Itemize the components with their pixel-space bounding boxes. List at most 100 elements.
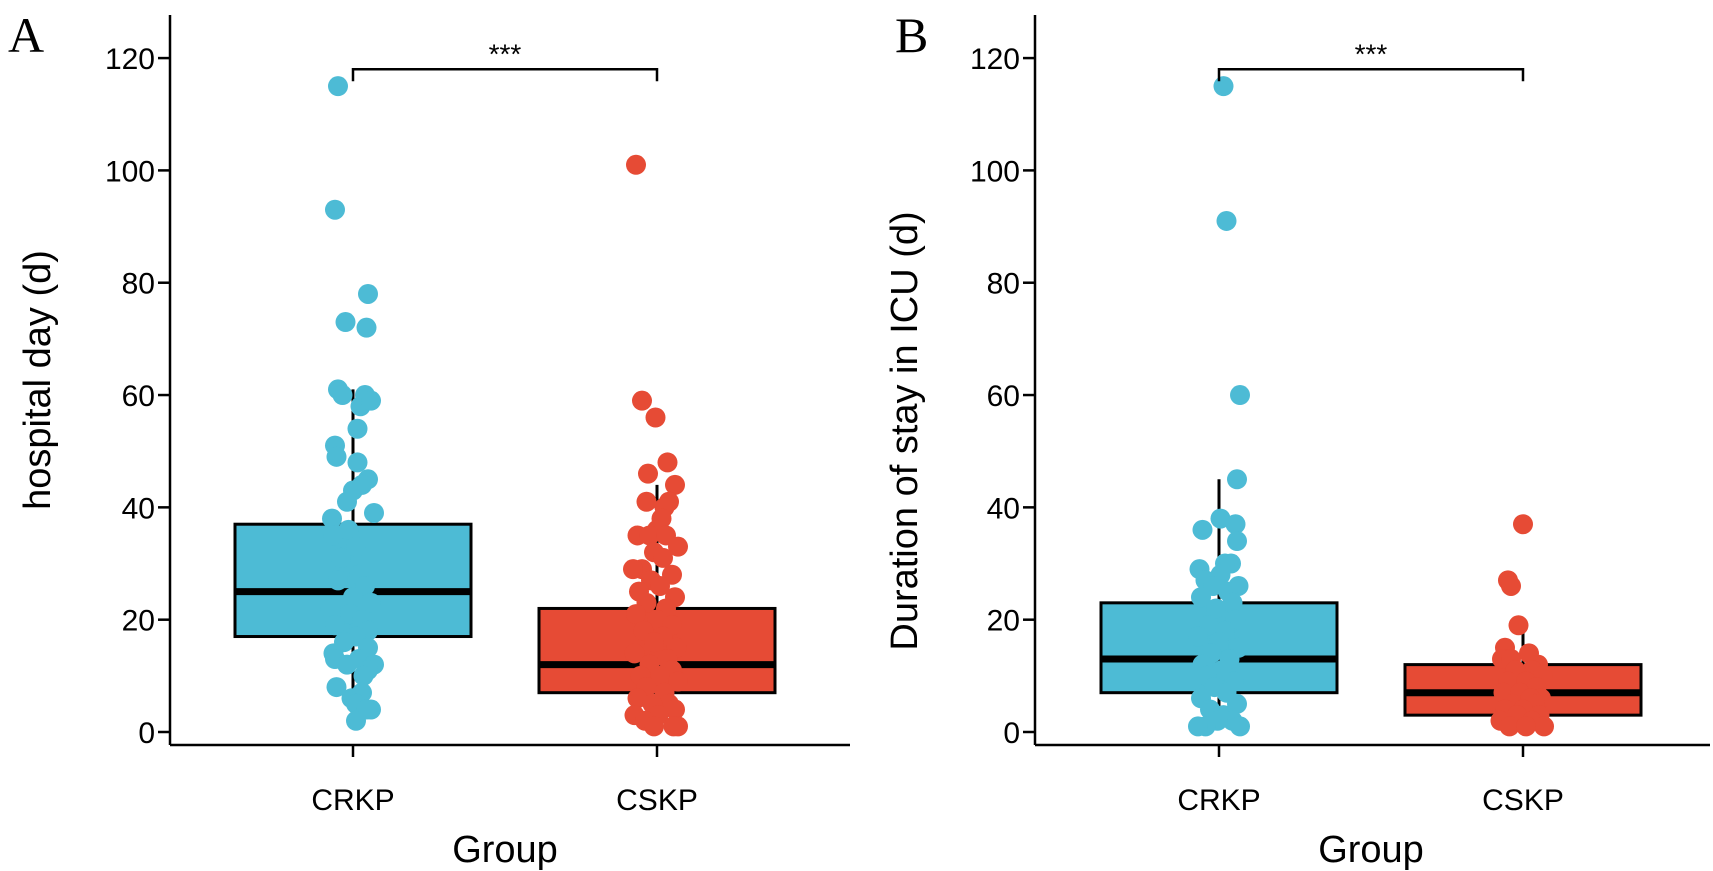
panel-a-cskp-data-point — [663, 716, 684, 737]
panel-b-y-axis-title: Duration of stay in ICU (d) — [884, 211, 926, 650]
panel-b-crkp-data-point — [1192, 519, 1213, 540]
panel-b-crkp-data-point — [1188, 716, 1208, 737]
panel-b-y-tick-label: 60 — [987, 380, 1020, 413]
panel-a-crkp-data-point — [338, 519, 359, 540]
panel-a-crkp-data-point — [325, 615, 345, 636]
panel-a-crkp-data-point — [364, 502, 384, 523]
panel-a-cskp-data-point — [623, 559, 643, 580]
panel-a-y-tick-label: 100 — [105, 155, 155, 188]
panel-b-crkp-data-point — [1230, 716, 1250, 737]
panel-b-crkp-data-point — [1227, 531, 1247, 552]
panel-a-x-tick-crkp: CRKP — [311, 784, 394, 817]
panel-a-crkp-data-point — [356, 317, 377, 338]
panel-a-y-tick-label: 0 — [138, 717, 155, 750]
panel-b-cskp-data-point — [1501, 575, 1521, 596]
panel-b: B Duration of stay in ICU (d) Group CRKP… — [884, 7, 1710, 871]
panel-a: A hospital day (d) Group CRKP CSKP *** 0… — [8, 7, 850, 871]
panel-a-cskp-data-point — [647, 609, 667, 630]
panel-b-x-tick-crkp: CRKP — [1177, 784, 1260, 817]
panel-b-crkp-data-point — [1222, 592, 1243, 613]
panel-b-y-tick-label: 80 — [987, 268, 1020, 301]
panel-b-cskp-data-point — [1499, 716, 1520, 737]
panel-b-crkp-data-point — [1227, 469, 1247, 490]
panel-a-cskp-data-point — [636, 491, 657, 512]
panel-b-y-tick-label: 20 — [987, 605, 1020, 638]
panel-a-crkp-data-point — [323, 525, 344, 546]
panel-a-cskp-data-point — [644, 716, 664, 737]
panel-a-crkp-data-point — [352, 474, 372, 495]
panel-b-crkp-data-point — [1230, 385, 1250, 406]
panel-a-crkp-data-point — [347, 452, 368, 473]
panel-a-cskp-data-point — [650, 665, 670, 686]
panel-a-x-axis-title: Group — [452, 829, 558, 871]
panel-a-y-tick-label: 80 — [122, 268, 155, 301]
panel-a-cskp-data-point — [638, 463, 658, 484]
panel-b-crkp-data-point — [1206, 598, 1226, 619]
panel-b-y-tick-label: 120 — [970, 43, 1020, 76]
panel-a-crkp-data-point — [320, 598, 341, 619]
panel-b-significance-bracket — [1217, 68, 1525, 82]
panel-b-cskp-data-point — [1513, 514, 1533, 535]
panel-a-cskp-data-point — [665, 699, 685, 720]
panel-a-significance-label: *** — [489, 38, 522, 69]
panel-b-letter: B — [895, 7, 928, 63]
panel-a-cskp-data-point — [626, 604, 646, 625]
panel-a-crkp-data-point — [353, 665, 374, 686]
panel-a-crkp-data-point — [326, 677, 347, 698]
panel-a-crkp-data-point — [337, 654, 357, 675]
panel-b-x-tick-cskp: CSKP — [1482, 784, 1564, 817]
panel-b-cskp-data-point — [1516, 716, 1536, 737]
panel-a-crkp-data-point — [337, 491, 357, 512]
panel-b-y-tick-label: 0 — [1003, 717, 1020, 750]
panel-a-crkp-data-point — [326, 446, 347, 467]
panel-a-y-tick-label: 60 — [122, 380, 155, 413]
panel-a-crkp-data-point — [343, 587, 363, 608]
panel-a-cskp-data-point — [668, 536, 688, 557]
panel-a-cskp-data-point — [626, 154, 646, 175]
panel-a-cskp-data-point — [665, 474, 685, 495]
panel-a-cskp-data-point — [645, 407, 666, 428]
panel-a-y-tick-label: 120 — [105, 43, 155, 76]
panel-a-cskp-data-point — [632, 390, 652, 411]
panel-a-crkp-data-point — [325, 199, 345, 220]
panel-a-crkp-data-point — [358, 283, 378, 304]
panel-a-crkp-data-point — [335, 312, 356, 333]
panel-a-crkp-data-point — [346, 710, 366, 731]
panel-a-crkp-data-point — [361, 592, 381, 613]
panel-a-significance-bracket — [351, 68, 659, 82]
panel-b-significance-label: *** — [1355, 38, 1388, 69]
panel-a-crkp-data-point — [346, 536, 366, 557]
panel-b-crkp-data-point — [1216, 210, 1237, 231]
panel-b-crkp-data-point — [1191, 587, 1211, 608]
panel-a-crkp-data-point — [332, 385, 353, 406]
panel-b-x-axis-title: Group — [1318, 829, 1424, 871]
panel-b-y-tick-label: 100 — [970, 155, 1020, 188]
panel-b-crkp-data-point — [1213, 76, 1234, 97]
panel-b-cskp-data-point — [1534, 716, 1554, 737]
panel-a-crkp-data-point — [361, 390, 381, 411]
panel-a-cskp-data-point — [653, 547, 673, 568]
panel-b-crkp-data-point — [1188, 626, 1208, 647]
panel-a-crkp-data-point — [322, 508, 342, 529]
panel-b-crkp-data-point — [1225, 514, 1246, 535]
panel-a-letter: A — [8, 7, 44, 63]
panel-a-cskp-data-point — [644, 632, 664, 653]
panel-a-cskp-data-point — [639, 525, 660, 546]
panel-b-y-tick-label: 40 — [987, 492, 1020, 525]
panel-a-cskp-data-point — [624, 643, 645, 664]
panel-b-crkp-data-point — [1210, 508, 1231, 529]
panel-a-y-tick-label: 20 — [122, 605, 155, 638]
panel-a-crkp-data-point — [328, 76, 348, 97]
panel-a-crkp-data-point — [328, 570, 348, 591]
panel-a-y-tick-label: 40 — [122, 492, 155, 525]
panel-a-y-axis-title: hospital day (d) — [17, 250, 59, 510]
panel-a-x-tick-cskp: CSKP — [616, 784, 698, 817]
panel-b-crkp-data-point — [1227, 693, 1247, 714]
panel-a-cskp-data-point — [657, 452, 678, 473]
panel-a-crkp-data-point — [331, 547, 351, 568]
panel-b-cskp-data-point — [1508, 615, 1529, 636]
panel-a-cskp-data-point — [668, 671, 688, 692]
panel-a-crkp-data-point — [347, 418, 368, 439]
panel-a-cskp-data-point — [650, 575, 670, 596]
